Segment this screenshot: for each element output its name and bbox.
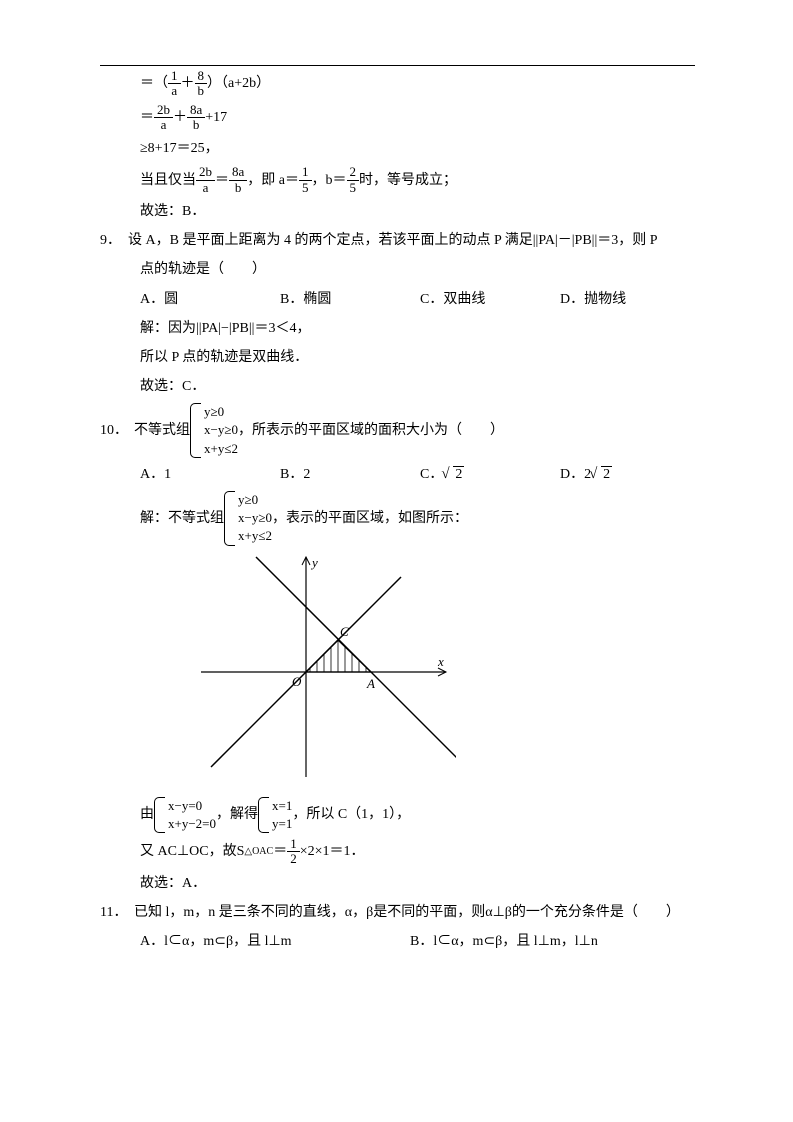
q9-options: A．圆 B．椭圆 C．双曲线 D．抛物线 [140, 287, 700, 312]
fraction: 25 [347, 165, 360, 195]
q8-line2: ＝ 2ba ＋ 8ab +17 [140, 103, 700, 133]
fraction: 8ab [187, 103, 205, 133]
text: ＋ [181, 71, 195, 96]
text: D．2 [560, 462, 591, 487]
text: ＝（ [140, 71, 168, 96]
question-number: 9． [100, 228, 128, 253]
question-number: 11． [100, 900, 134, 925]
q8-line4: 当且仅当 2ba ＝ 8ab ，即 a＝ 15 ，b＝ 25 时，等号成立； [140, 165, 700, 195]
q8-answer: 故选：B． [140, 199, 700, 224]
brace-system: x=1 y=1 [258, 797, 292, 833]
text: ，即 a＝ [247, 168, 299, 193]
svg-text:C: C [340, 624, 349, 639]
option-b: B．2 [280, 462, 420, 487]
text: 又 AC⊥OC，故 [140, 839, 237, 864]
text: S [237, 839, 245, 864]
svg-text:O: O [292, 674, 302, 689]
q9-stem1: 9．设 A，B 是平面上距离为 4 的两个定点，若该平面上的动点 P 满足||P… [100, 228, 700, 253]
option-c: C．双曲线 [420, 287, 560, 312]
q10-stem: 10． 不等式组 y≥0 x−y≥0 x+y≤2 ，所表示的平面区域的面积大小为… [100, 403, 700, 458]
ineq: x+y≤2 [204, 440, 238, 458]
q11-stem: 11．已知 l，m，n 是三条不同的直线，α，β是不同的平面，则α⊥β的一个充分… [100, 900, 700, 925]
fraction: 2ba [154, 103, 173, 133]
ineq: x−y≥0 [238, 509, 272, 527]
eq: y=1 [272, 815, 292, 833]
text: 由 [140, 802, 154, 827]
q10-graph: O A Cy x [196, 552, 700, 791]
option-a: A．l⊂α，m⊂β，且 l⊥m [140, 929, 410, 954]
q8-line3: ≥8+17＝25， [140, 136, 700, 161]
text: 不等式组 [134, 418, 190, 443]
q10-answer: 故选：A． [140, 871, 700, 896]
eq: x−y=0 [168, 797, 216, 815]
svg-text:y: y [310, 555, 318, 570]
option-b: B．l⊂α，m⊂β，且 l⊥m，l⊥n [410, 929, 680, 954]
brace-system: y≥0 x−y≥0 x+y≤2 [224, 491, 272, 546]
q10-sol3: 又 AC⊥OC，故 S△OAC ＝ 12 ×2×1＝1． [140, 837, 700, 867]
option-b: B．椭圆 [280, 287, 420, 312]
option-c: C． 2 [420, 462, 560, 487]
brace-system: x−y=0 x+y−2=0 [154, 797, 216, 833]
text: ，表示的平面区域，如图所示： [272, 506, 468, 531]
sqrt: 2 [591, 462, 612, 487]
text: ，解得 [216, 802, 258, 827]
page-content: ＝（ 1a ＋ 8b ）（a+2b） ＝ 2ba ＋ 8ab +17 ≥8+17… [100, 65, 700, 954]
text: ＝ [140, 105, 154, 130]
eq: x+y−2=0 [168, 815, 216, 833]
text: ）（a+2b） [207, 71, 270, 96]
q9-sol1: 解：因为||PA|−|PB||＝3＜4， [140, 316, 700, 341]
graph-svg: O A Cy x [196, 552, 456, 782]
fraction: 8b [195, 69, 208, 99]
brace-system: y≥0 x−y≥0 x+y≤2 [190, 403, 238, 458]
ineq: y≥0 [204, 403, 238, 421]
text: ×2×1＝1． [300, 839, 365, 864]
fraction: 2ba [196, 165, 215, 195]
text: +17 [205, 105, 227, 130]
sqrt: 2 [443, 462, 464, 487]
eq: x=1 [272, 797, 292, 815]
option-d: D．2 2 [560, 462, 700, 487]
q9-answer: 故选：C． [140, 374, 700, 399]
text: ＝ [273, 839, 287, 864]
q9-sol2: 所以 P 点的轨迹是双曲线． [140, 345, 700, 370]
text: 解：不等式组 [140, 506, 224, 531]
svg-text:A: A [366, 676, 375, 691]
text: C． [420, 462, 443, 487]
q10-sol1: 解：不等式组 y≥0 x−y≥0 x+y≤2 ，表示的平面区域，如图所示： [140, 491, 700, 546]
q10-options: A．1 B．2 C． 2 D．2 2 [140, 462, 700, 487]
text: 当且仅当 [140, 168, 196, 193]
q9-stem2: 点的轨迹是（ ） [140, 257, 700, 282]
text: ，b＝ [312, 168, 347, 193]
option-a: A．圆 [140, 287, 280, 312]
q11-options: A．l⊂α，m⊂β，且 l⊥m B．l⊂α，m⊂β，且 l⊥m，l⊥n [140, 929, 700, 954]
text: 设 A，B 是平面上距离为 4 的两个定点，若该平面上的动点 P 满足||PA|… [128, 233, 658, 248]
text: ，所表示的平面区域的面积大小为（ ） [238, 418, 504, 443]
ineq: x−y≥0 [204, 421, 238, 439]
svg-text:x: x [437, 654, 444, 669]
fraction: 12 [287, 837, 300, 867]
fraction: 15 [299, 165, 312, 195]
text: ，所以 C（1，1）， [292, 802, 410, 827]
text: 时，等号成立； [359, 168, 457, 193]
fraction: 1a [168, 69, 181, 99]
text: ＝ [215, 168, 229, 193]
text: ＋ [173, 105, 187, 130]
q10-sol2: 由 x−y=0 x+y−2=0 ，解得 x=1 y=1 ，所以 C（1，1）， [140, 797, 700, 833]
option-d: D．抛物线 [560, 287, 700, 312]
subscript: △OAC [244, 843, 273, 861]
ineq: y≥0 [238, 491, 272, 509]
q8-line1: ＝（ 1a ＋ 8b ）（a+2b） [140, 69, 700, 99]
question-number: 10． [100, 418, 134, 443]
text: 已知 l，m，n 是三条不同的直线，α，β是不同的平面，则α⊥β的一个充分条件是… [134, 905, 680, 920]
fraction: 8ab [229, 165, 247, 195]
option-a: A．1 [140, 462, 280, 487]
ineq: x+y≤2 [238, 527, 272, 545]
